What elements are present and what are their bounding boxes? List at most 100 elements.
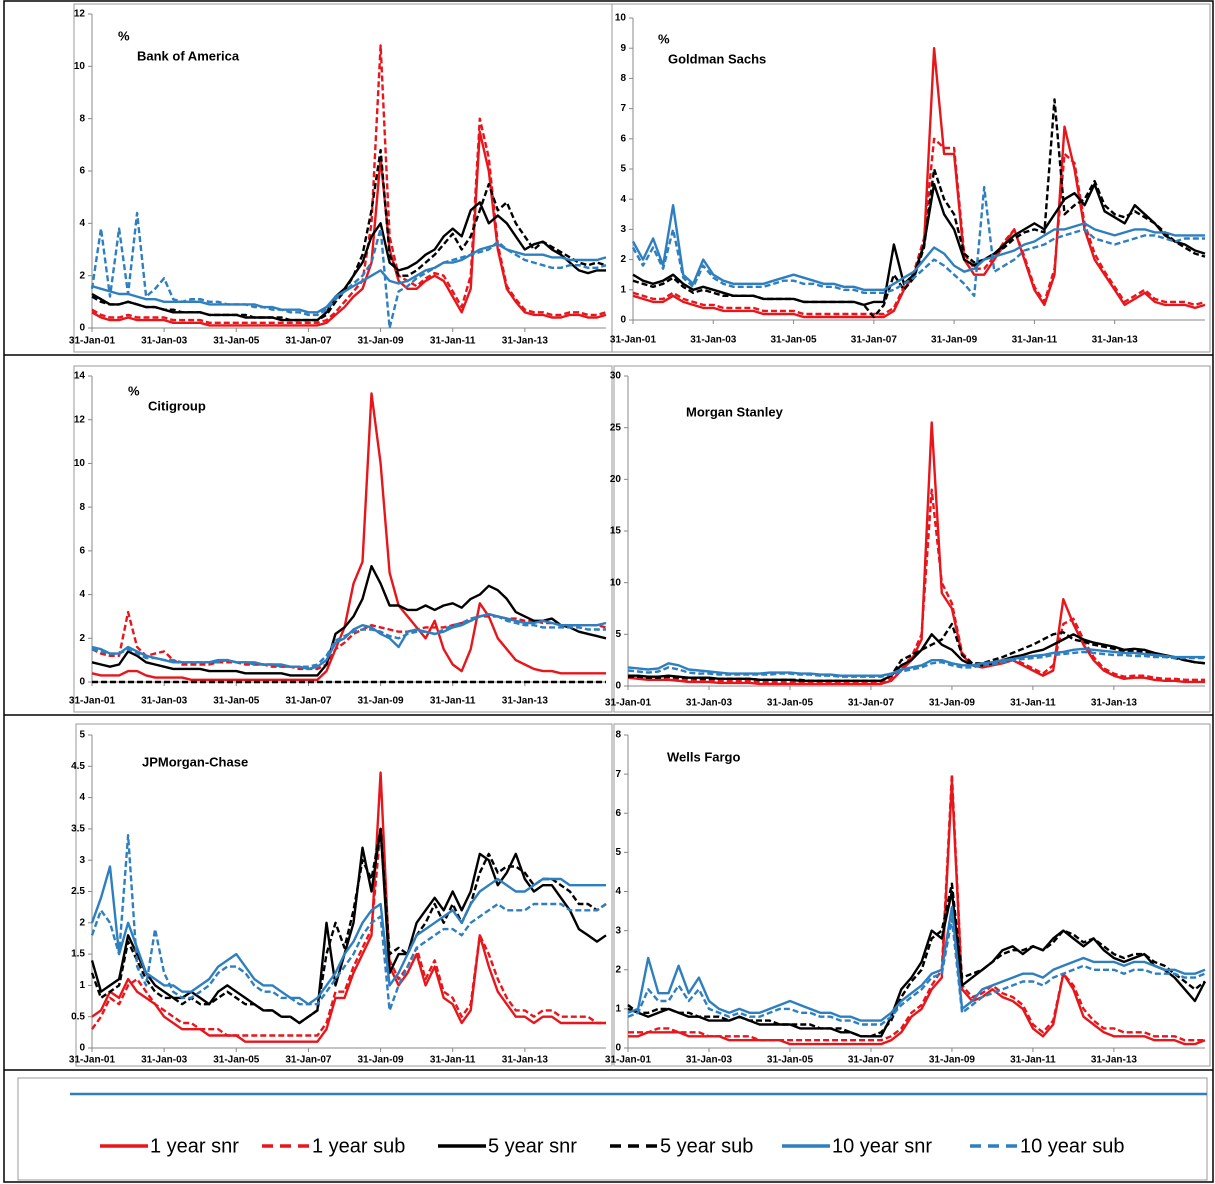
y-tick-label: 9 <box>620 43 626 54</box>
series-line <box>90 865 606 1006</box>
x-tick-label: 31-Jan-13 <box>502 336 549 347</box>
y-tick-label: 3 <box>620 224 626 235</box>
y-tick-label: 15 <box>610 526 622 537</box>
x-tick-label: 31-Jan-09 <box>929 698 976 709</box>
legend-label: 5 year sub <box>660 1135 753 1157</box>
series-line <box>627 421 1205 686</box>
y-tick-label: 0 <box>615 1043 621 1054</box>
y-tick-label: 4.5 <box>71 761 85 772</box>
y-tick-label: 2 <box>79 917 85 928</box>
y-tick-label: 2.5 <box>71 886 85 897</box>
x-tick-label: 31-Jan-07 <box>285 1055 332 1066</box>
y-tick-label: 6 <box>79 545 85 556</box>
y-tick-label: 12 <box>74 414 86 425</box>
y-tick-label: 0 <box>79 323 85 334</box>
legend-label: 10 year snr <box>832 1135 932 1157</box>
x-tick-label: 31-Jan-09 <box>357 1055 404 1066</box>
x-tick-label: 31-Jan-03 <box>141 336 188 347</box>
series-line <box>627 882 1206 1038</box>
x-tick-label: 31-Jan-13 <box>1091 698 1138 709</box>
panel-title: JPMorgan-Chase <box>142 754 248 769</box>
series-line <box>91 148 607 322</box>
x-tick-label: 31-Jan-11 <box>430 696 476 707</box>
x-tick-label: 31-Jan-13 <box>502 1055 549 1066</box>
y-tick-label: 25 <box>610 422 622 433</box>
legend-label: 5 year snr <box>488 1135 577 1157</box>
y-tick-label: 4 <box>615 886 621 897</box>
series-line <box>91 44 607 324</box>
x-tick-label: 31-Jan-01 <box>605 698 652 709</box>
series-line <box>627 650 1205 678</box>
series-line <box>627 890 1207 1038</box>
y-tick-label: 5 <box>615 629 621 640</box>
y-tick-label: 0.5 <box>71 1011 85 1022</box>
panel-title: Wells Fargo <box>667 749 741 764</box>
x-tick-label: 31-Jan-13 <box>1092 335 1139 346</box>
series-line <box>91 771 606 1043</box>
y-tick-label: 1.5 <box>71 949 85 960</box>
x-tick-label: 31-Jan-03 <box>141 1055 188 1066</box>
x-tick-label: 31-Jan-07 <box>285 696 332 707</box>
series-line <box>632 98 1206 319</box>
x-tick-label: 31-Jan-05 <box>213 696 260 707</box>
legend-label: 1 year snr <box>150 1135 239 1157</box>
y-tick-label: 4 <box>79 589 85 600</box>
series-line <box>90 834 607 1012</box>
series-line <box>627 488 1205 684</box>
panel-frame <box>613 365 1211 713</box>
x-tick-label: 31-Jan-05 <box>213 336 260 347</box>
series-line <box>628 633 1206 682</box>
y-tick-label: 10 <box>74 458 86 469</box>
panel-frame <box>73 365 613 713</box>
y-tick-label: 4 <box>79 792 85 803</box>
y-tick-label: 20 <box>610 474 622 485</box>
legend-label: 1 year sub <box>312 1135 405 1157</box>
y-tick-label: 7 <box>620 103 626 114</box>
y-unit-label: % <box>658 31 670 46</box>
series-line <box>628 780 1206 1046</box>
legend-box <box>17 1077 1208 1181</box>
panel-title: Goldman Sachs <box>668 51 766 66</box>
x-tick-label: 31-Jan-11 <box>430 336 476 347</box>
panel-frame <box>611 3 1211 353</box>
y-tick-label: 3.5 <box>71 824 85 835</box>
y-tick-label: 5 <box>79 730 85 741</box>
panel-title: Bank of America <box>137 48 240 63</box>
series-line <box>631 204 1205 291</box>
x-tick-label: 31-Jan-05 <box>213 1055 260 1066</box>
y-tick-label: 8 <box>615 730 621 741</box>
series-line <box>91 392 606 681</box>
y-tick-label: 2 <box>620 254 626 265</box>
y-tick-label: 1 <box>620 284 626 295</box>
y-tick-label: 14 <box>74 371 86 382</box>
x-tick-label: 31-Jan-05 <box>767 1055 814 1066</box>
y-unit-label: % <box>118 28 130 43</box>
y-tick-label: 4 <box>79 218 85 229</box>
x-tick-label: 31-Jan-09 <box>931 335 978 346</box>
y-tick-label: 1 <box>615 1004 621 1015</box>
series-line <box>91 827 606 1037</box>
x-tick-label: 31-Jan-01 <box>69 336 116 347</box>
y-tick-label: 2 <box>615 964 621 975</box>
x-tick-label: 31-Jan-01 <box>610 335 657 346</box>
x-tick-label: 31-Jan-07 <box>848 1055 895 1066</box>
x-tick-label: 31-Jan-03 <box>686 1055 733 1066</box>
x-tick-label: 31-Jan-11 <box>1012 335 1058 346</box>
x-tick-label: 31-Jan-11 <box>1010 1055 1056 1066</box>
y-tick-label: 30 <box>610 371 622 382</box>
y-tick-label: 10 <box>74 61 86 72</box>
series-line <box>627 917 1206 1026</box>
y-tick-label: 3 <box>79 855 85 866</box>
series-line <box>628 772 1205 1042</box>
y-tick-label: 8 <box>79 113 85 124</box>
x-tick-label: 31-Jan-03 <box>686 698 733 709</box>
y-tick-label: 6 <box>620 133 626 144</box>
series-line <box>91 130 607 327</box>
y-tick-label: 8 <box>79 502 85 513</box>
y-tick-label: 5 <box>615 847 621 858</box>
x-tick-label: 31-Jan-11 <box>1010 698 1056 709</box>
y-tick-label: 6 <box>79 166 85 177</box>
x-tick-label: 31-Jan-07 <box>851 335 898 346</box>
x-tick-label: 31-Jan-09 <box>357 336 404 347</box>
